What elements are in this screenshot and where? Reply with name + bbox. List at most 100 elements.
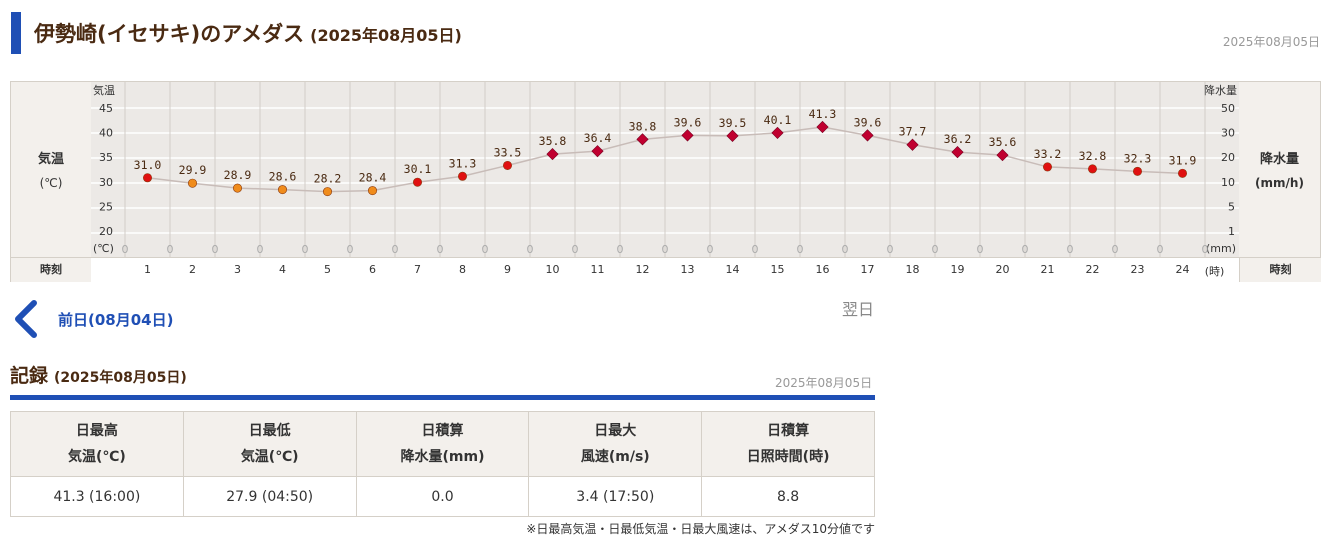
left-tick-label: 40 [99, 127, 113, 140]
precip-value: 0 [1202, 243, 1209, 256]
right-axis-title: 降水量 [1204, 83, 1237, 97]
header-min-temp: 日最低気温(℃) [182, 411, 357, 477]
temperature-label: 33.5 [494, 145, 522, 159]
header-max-temp: 日最高 気温(℃) [10, 411, 184, 477]
temperature-point [1178, 168, 1188, 178]
header-date: 2025年08月05日 [1222, 35, 1320, 49]
chart-plot-area: 気温 降水量 45 40 35 30 25 20 50 30 20 10 5 1 (℃) (mm) 0 0 0 0 0 0… [91, 82, 1251, 257]
records-divider [10, 395, 875, 400]
records-date: 2025年08月05日 [775, 376, 873, 390]
right-tick-label: 20 [1221, 151, 1235, 164]
temperature-point [591, 145, 604, 158]
hour-label: 16 [815, 263, 830, 276]
hour-label: 14 [725, 263, 740, 276]
records-table: 日最高 気温(℃) 日最低 気温(℃) 日積算 降水量(mm) 日最大 風速(m/s) … [10, 411, 875, 517]
hour-label: 21 [1040, 263, 1055, 276]
temperature-point [951, 146, 964, 159]
precip-value: 0 [1157, 243, 1164, 256]
hour-label: 15 [770, 263, 785, 276]
hour-label: 4 [279, 263, 286, 276]
header-line: 降水量(mm) [400, 449, 485, 465]
header-line: 日最大 [594, 423, 637, 439]
temperature-label: 28.2 [314, 172, 342, 186]
precip-value: 0 [707, 243, 714, 256]
value-max-temp: 41.3 (16:00) [10, 476, 184, 517]
temperature-label: 32.3 [1124, 151, 1152, 165]
header-max-wind: 日最大 風速(m/s) [528, 411, 703, 477]
hour-label: 1 [144, 263, 151, 276]
temperature-point [861, 129, 874, 142]
precip-value: 0 [617, 243, 624, 256]
temperature-point [681, 129, 694, 142]
temperature-point [142, 173, 152, 183]
temperature-label: 41.3 [809, 107, 837, 121]
precip-value: 0 [122, 243, 129, 256]
value-precip: 0.0 [355, 476, 530, 517]
temperature-label: 39.6 [854, 115, 882, 129]
records-title: 記録 (2025年08月05日) [10, 361, 187, 388]
header-line: 日照時間(時) [746, 449, 830, 465]
hour-label: 18 [905, 263, 920, 276]
header-sunshine: 日積算日照時間(時) [701, 411, 875, 477]
temperature-label: 35.8 [539, 134, 567, 148]
prev-day-link[interactable]: 前日(08月04日) [10, 300, 173, 338]
left-tick-label: 30 [99, 176, 113, 189]
temperature-label: 35.6 [989, 135, 1017, 149]
value-sunshine: 8.8 [701, 476, 875, 517]
left-tick-label: 25 [99, 200, 113, 213]
left-axis-label: 気温 (℃) [11, 148, 91, 190]
temperature-point [367, 186, 377, 196]
precip-value: 0 [842, 243, 849, 256]
precip-value: 0 [482, 243, 489, 256]
hour-unit-label: (時) [1204, 265, 1225, 278]
hour-row-label-left: 時刻 [11, 258, 91, 282]
precip-value: 0 [797, 243, 804, 256]
temperature-point [1042, 162, 1052, 172]
temperature-label: 29.9 [179, 163, 207, 177]
header-line: 気温(℃) [240, 449, 299, 465]
left-unit-label: (℃) [93, 242, 114, 255]
temperature-point [816, 120, 829, 134]
temperature-label: 31.0 [134, 158, 162, 172]
temperature-point [323, 187, 333, 197]
page-title-date: (2025年08月05日) [310, 26, 462, 45]
records-title-date: (2025年08月05日) [54, 370, 187, 386]
precip-value: 0 [257, 243, 264, 256]
records-header-row: 日最高 気温(℃) 日最低 気温(℃) 日積算 降水量(mm) 日最大 風速(m/s) … [10, 411, 875, 477]
page-title: 伊勢崎(イセサキ)のアメダス (2025年08月05日) [34, 18, 462, 48]
prev-day-label[interactable]: 前日(08月04日) [58, 310, 174, 329]
hour-label: 7 [414, 263, 421, 276]
page-title-text: 伊勢崎(イセサキ)のアメダス [34, 22, 305, 46]
header-line: 日積算 [421, 423, 464, 439]
temperature-label: 31.3 [449, 156, 477, 170]
hour-label: 23 [1130, 263, 1145, 276]
temperature-point [278, 185, 288, 195]
temperature-label: 31.9 [1169, 153, 1197, 167]
precip-value: 0 [212, 243, 219, 256]
right-unit-label: (mm) [1206, 242, 1236, 255]
temperature-point [636, 133, 649, 146]
left-tick-label: 45 [99, 102, 113, 115]
hour-label: 22 [1085, 263, 1100, 276]
header-line: 日積算 [767, 423, 810, 439]
temperature-point [502, 160, 512, 170]
header-line: 日最低 [248, 423, 291, 439]
value-min-temp: 27.9 (04:50) [182, 476, 357, 517]
precip-value: 0 [347, 243, 354, 256]
right-axis-label-title: 降水量 [1259, 152, 1299, 167]
hour-label: 9 [504, 263, 511, 276]
precip-value: 0 [302, 243, 309, 256]
left-axis-label-unit: (℃) [39, 176, 63, 190]
precip-value: 0 [392, 243, 399, 256]
left-axis-label-title: 気温 [37, 152, 64, 167]
title-accent-bar [11, 12, 21, 54]
temperature-point [457, 171, 467, 181]
next-day-label: 翌日 [842, 300, 875, 319]
precip-value: 0 [752, 243, 759, 256]
hour-label: 10 [545, 263, 560, 276]
right-tick-label: 1 [1228, 225, 1235, 238]
temperature-point [1133, 166, 1143, 176]
header-line: 気温(℃) [68, 449, 126, 465]
temperature-label: 36.2 [944, 132, 972, 146]
